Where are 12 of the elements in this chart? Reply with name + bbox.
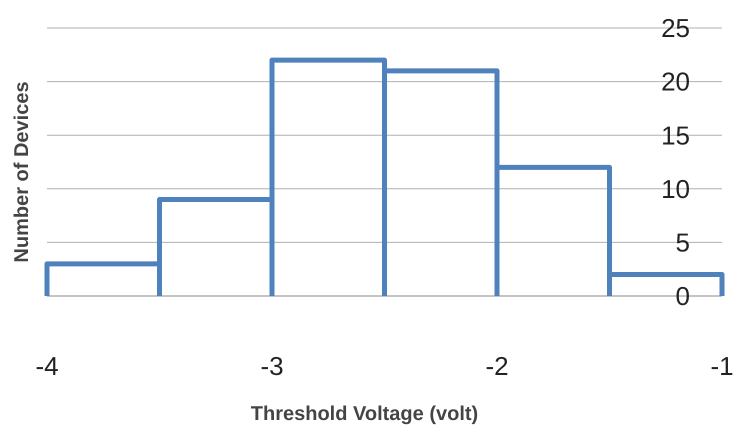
x-tick-label: -4 [35,351,59,381]
y-tick-label: 20 [661,66,690,97]
y-axis-title: Number of Devices [11,81,33,263]
y-tick-label: 5 [676,228,690,258]
x-tick-label: -1 [710,351,734,381]
y-tick-label: 25 [661,13,690,44]
y-tick-label: 0 [676,281,690,312]
y-tick-label: 15 [661,120,690,150]
y-tick-label: 10 [661,174,690,204]
x-axis-title: Threshold Voltage (volt) [250,403,478,425]
x-tick-label: -3 [260,351,284,381]
x-tick-label: -2 [485,351,509,381]
